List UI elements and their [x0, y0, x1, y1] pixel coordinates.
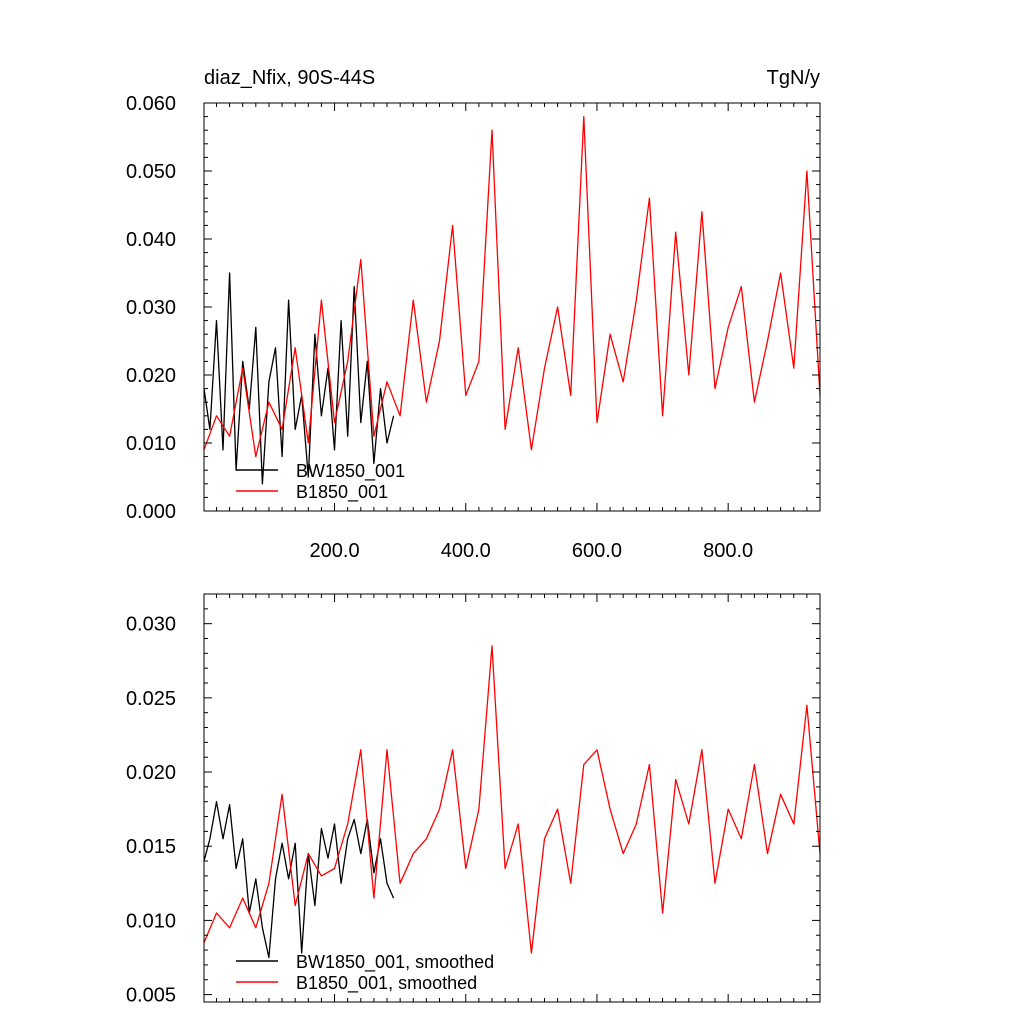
bottom-series-0-line: [203, 801, 395, 959]
top-panel-y-axis: 0.000 0.010 0.020 0.030 0.040 0.050 0.060: [126, 93, 820, 523]
top-y-tick-label: 0.040: [126, 229, 176, 251]
legend-label-bw1850: BW1850_001: [296, 461, 405, 482]
legend-label-b1850: B1850_001: [296, 482, 388, 503]
top-y-tick-label: 0.020: [126, 365, 176, 387]
top-panel-x-axis: 200.0 400.0 600.0 800.0: [215, 103, 821, 562]
right-title: TgN/y: [767, 67, 820, 89]
top-y-tick-label: 0.050: [126, 161, 176, 183]
top-y-tick-label: 0.000: [126, 501, 176, 523]
bottom-y-tick-label: 0.030: [126, 614, 176, 636]
top-series-0-line: [203, 272, 395, 485]
bottom-panel-x-axis: [215, 594, 821, 1002]
top-y-tick-label: 0.030: [126, 297, 176, 319]
left-title: diaz_Nfix, 90S-44S: [204, 67, 375, 89]
top-x-tick-label: 400.0: [441, 540, 491, 562]
legend-label-bw1850-smoothed: BW1850_001, smoothed: [296, 952, 494, 973]
top-series-1-line: [203, 115, 821, 458]
top-y-tick-label: 0.010: [126, 433, 176, 455]
top-y-tick-label: 0.060: [126, 93, 176, 115]
bottom-y-tick-label: 0.025: [126, 688, 176, 710]
bottom-panel: 0.005 0.010 0.015 0.020 0.025 0.030 BW1850_00…: [126, 593, 821, 1007]
bottom-y-tick-label: 0.020: [126, 762, 176, 784]
bottom-y-tick-label: 0.005: [126, 985, 176, 1007]
bottom-panel-series: [203, 645, 821, 959]
bottom-series-1-line: [203, 645, 821, 954]
bottom-panel-frame: [203, 593, 821, 1003]
bottom-y-tick-label: 0.010: [126, 910, 176, 932]
top-panel-series: [203, 115, 821, 485]
top-x-tick-label: 600.0: [572, 540, 622, 562]
bottom-panel-legend: BW1850_001, smoothed B1850_001, smoothed: [236, 952, 494, 994]
top-x-tick-label: 200.0: [310, 540, 360, 562]
top-panel: 0.000 0.010 0.020 0.030 0.040 0.050 0.060 200.…: [126, 93, 821, 562]
bottom-panel-y-axis: 0.005 0.010 0.015 0.020 0.025 0.030: [126, 593, 820, 1007]
top-x-tick-label: 800.0: [703, 540, 753, 562]
bottom-y-tick-label: 0.015: [126, 836, 176, 858]
top-panel-legend: BW1850_001 B1850_001: [236, 461, 405, 503]
legend-label-b1850-smoothed: B1850_001, smoothed: [296, 973, 477, 994]
